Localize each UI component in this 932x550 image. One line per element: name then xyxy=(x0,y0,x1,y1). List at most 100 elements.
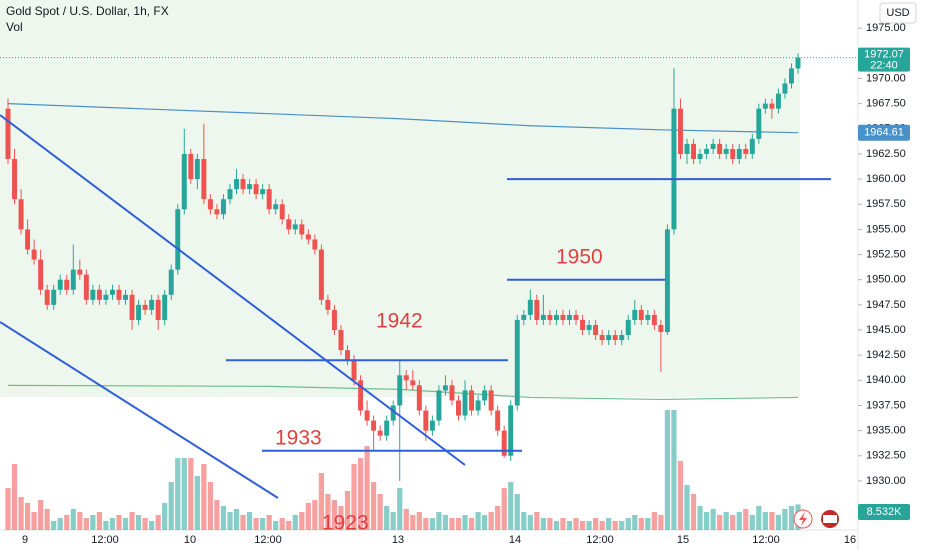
candle-body xyxy=(305,234,311,240)
candle-body xyxy=(338,330,344,351)
candle-body xyxy=(260,189,266,195)
volume-bar xyxy=(736,512,742,530)
candle-body xyxy=(240,179,246,190)
candle-body xyxy=(155,299,161,320)
volume-bar xyxy=(214,500,220,530)
countdown: 22:40 xyxy=(870,60,898,72)
volume-bar xyxy=(762,512,768,530)
volume-bar xyxy=(416,512,422,530)
y-tick-label: 1975.00 xyxy=(866,22,906,34)
ma-label-box xyxy=(858,124,910,141)
y-tick-label: 1957.50 xyxy=(866,198,906,210)
candle-body xyxy=(762,103,768,109)
y-tick-label: 1960.00 xyxy=(866,173,906,185)
volume-bar xyxy=(606,518,612,530)
candle-body xyxy=(377,430,383,436)
volume-bar xyxy=(44,509,50,530)
candle-body xyxy=(632,309,638,320)
volume-bar xyxy=(436,512,442,530)
candle-body xyxy=(456,400,461,416)
volume-bar xyxy=(475,512,481,530)
volume-bar xyxy=(18,497,24,530)
candle-body xyxy=(123,294,129,300)
volume-bar xyxy=(220,506,227,530)
candle-body xyxy=(540,314,546,320)
volume-bar xyxy=(468,518,475,530)
candle-body xyxy=(90,289,96,300)
candle-body xyxy=(325,299,331,310)
level-label: 1942 xyxy=(376,310,423,333)
volume-bar xyxy=(90,515,96,530)
candle-body xyxy=(220,199,226,215)
candle-body xyxy=(684,143,690,154)
volume-bar xyxy=(501,488,507,530)
candle-body xyxy=(371,420,377,431)
volume-bar xyxy=(233,509,240,530)
candle-body xyxy=(168,269,174,295)
volume-bar xyxy=(31,512,37,530)
y-tick-label: 1930.00 xyxy=(866,475,906,487)
candle-body xyxy=(51,289,57,305)
volume-bar xyxy=(645,518,651,530)
candle-body xyxy=(423,410,429,431)
y-tick-label: 1940.00 xyxy=(866,374,906,386)
candle-body xyxy=(534,299,540,320)
volume-bar xyxy=(390,512,396,530)
x-tick-label: 12:00 xyxy=(752,534,780,546)
level-label: 1933 xyxy=(275,426,322,449)
candle-body xyxy=(606,335,612,341)
volume-bar xyxy=(149,521,155,530)
currency[interactable]: USD xyxy=(886,7,909,19)
candle-body xyxy=(547,314,553,320)
candle-body xyxy=(312,239,318,250)
volume-bar xyxy=(24,503,31,530)
currency-button[interactable] xyxy=(879,2,917,24)
volume-bar xyxy=(331,500,338,530)
candle-body xyxy=(207,199,213,210)
volume-bar xyxy=(423,518,429,530)
candle-body xyxy=(788,68,794,84)
shaded-band xyxy=(0,0,800,397)
y-tick-label: 1967.50 xyxy=(866,98,906,110)
volume-bar xyxy=(188,458,194,530)
candle-body xyxy=(717,143,723,154)
candle-body xyxy=(436,390,442,421)
candle-body xyxy=(449,385,455,401)
x-tick-label: 15 xyxy=(677,534,689,546)
volume-bar xyxy=(632,515,638,530)
candle-body xyxy=(416,385,422,411)
volume-bar xyxy=(684,485,690,530)
y-tick-label: 1945.00 xyxy=(866,324,906,336)
volume-bar xyxy=(592,518,599,530)
candle-body xyxy=(749,138,755,154)
candle-body xyxy=(495,410,501,431)
volume-bar xyxy=(273,521,279,530)
candle-body xyxy=(142,304,148,310)
candle-body xyxy=(664,229,670,333)
candle-body xyxy=(162,294,168,320)
volume-bar xyxy=(266,515,272,530)
candle-body xyxy=(429,420,435,431)
candle-body xyxy=(442,385,448,391)
candle-body xyxy=(704,148,710,154)
candle-body xyxy=(12,158,18,200)
candle-body xyxy=(586,324,592,331)
candle-body xyxy=(188,153,194,180)
candle-body xyxy=(671,108,677,230)
volume-legend: Vol xyxy=(6,20,23,34)
volume-bar xyxy=(488,512,494,530)
volume-bar xyxy=(579,521,586,530)
candle-body xyxy=(619,335,625,341)
candle-body xyxy=(364,410,370,421)
candle-body xyxy=(96,289,102,300)
candle-body xyxy=(129,294,135,320)
volume-bar xyxy=(292,515,298,530)
volume-bar xyxy=(5,488,11,530)
volume-bar xyxy=(51,521,57,530)
volume-bar xyxy=(201,464,207,530)
candle-body xyxy=(38,259,44,290)
candle-body xyxy=(358,380,364,411)
volume-bar xyxy=(756,506,762,530)
y-tick-label: 1942.50 xyxy=(866,349,906,361)
